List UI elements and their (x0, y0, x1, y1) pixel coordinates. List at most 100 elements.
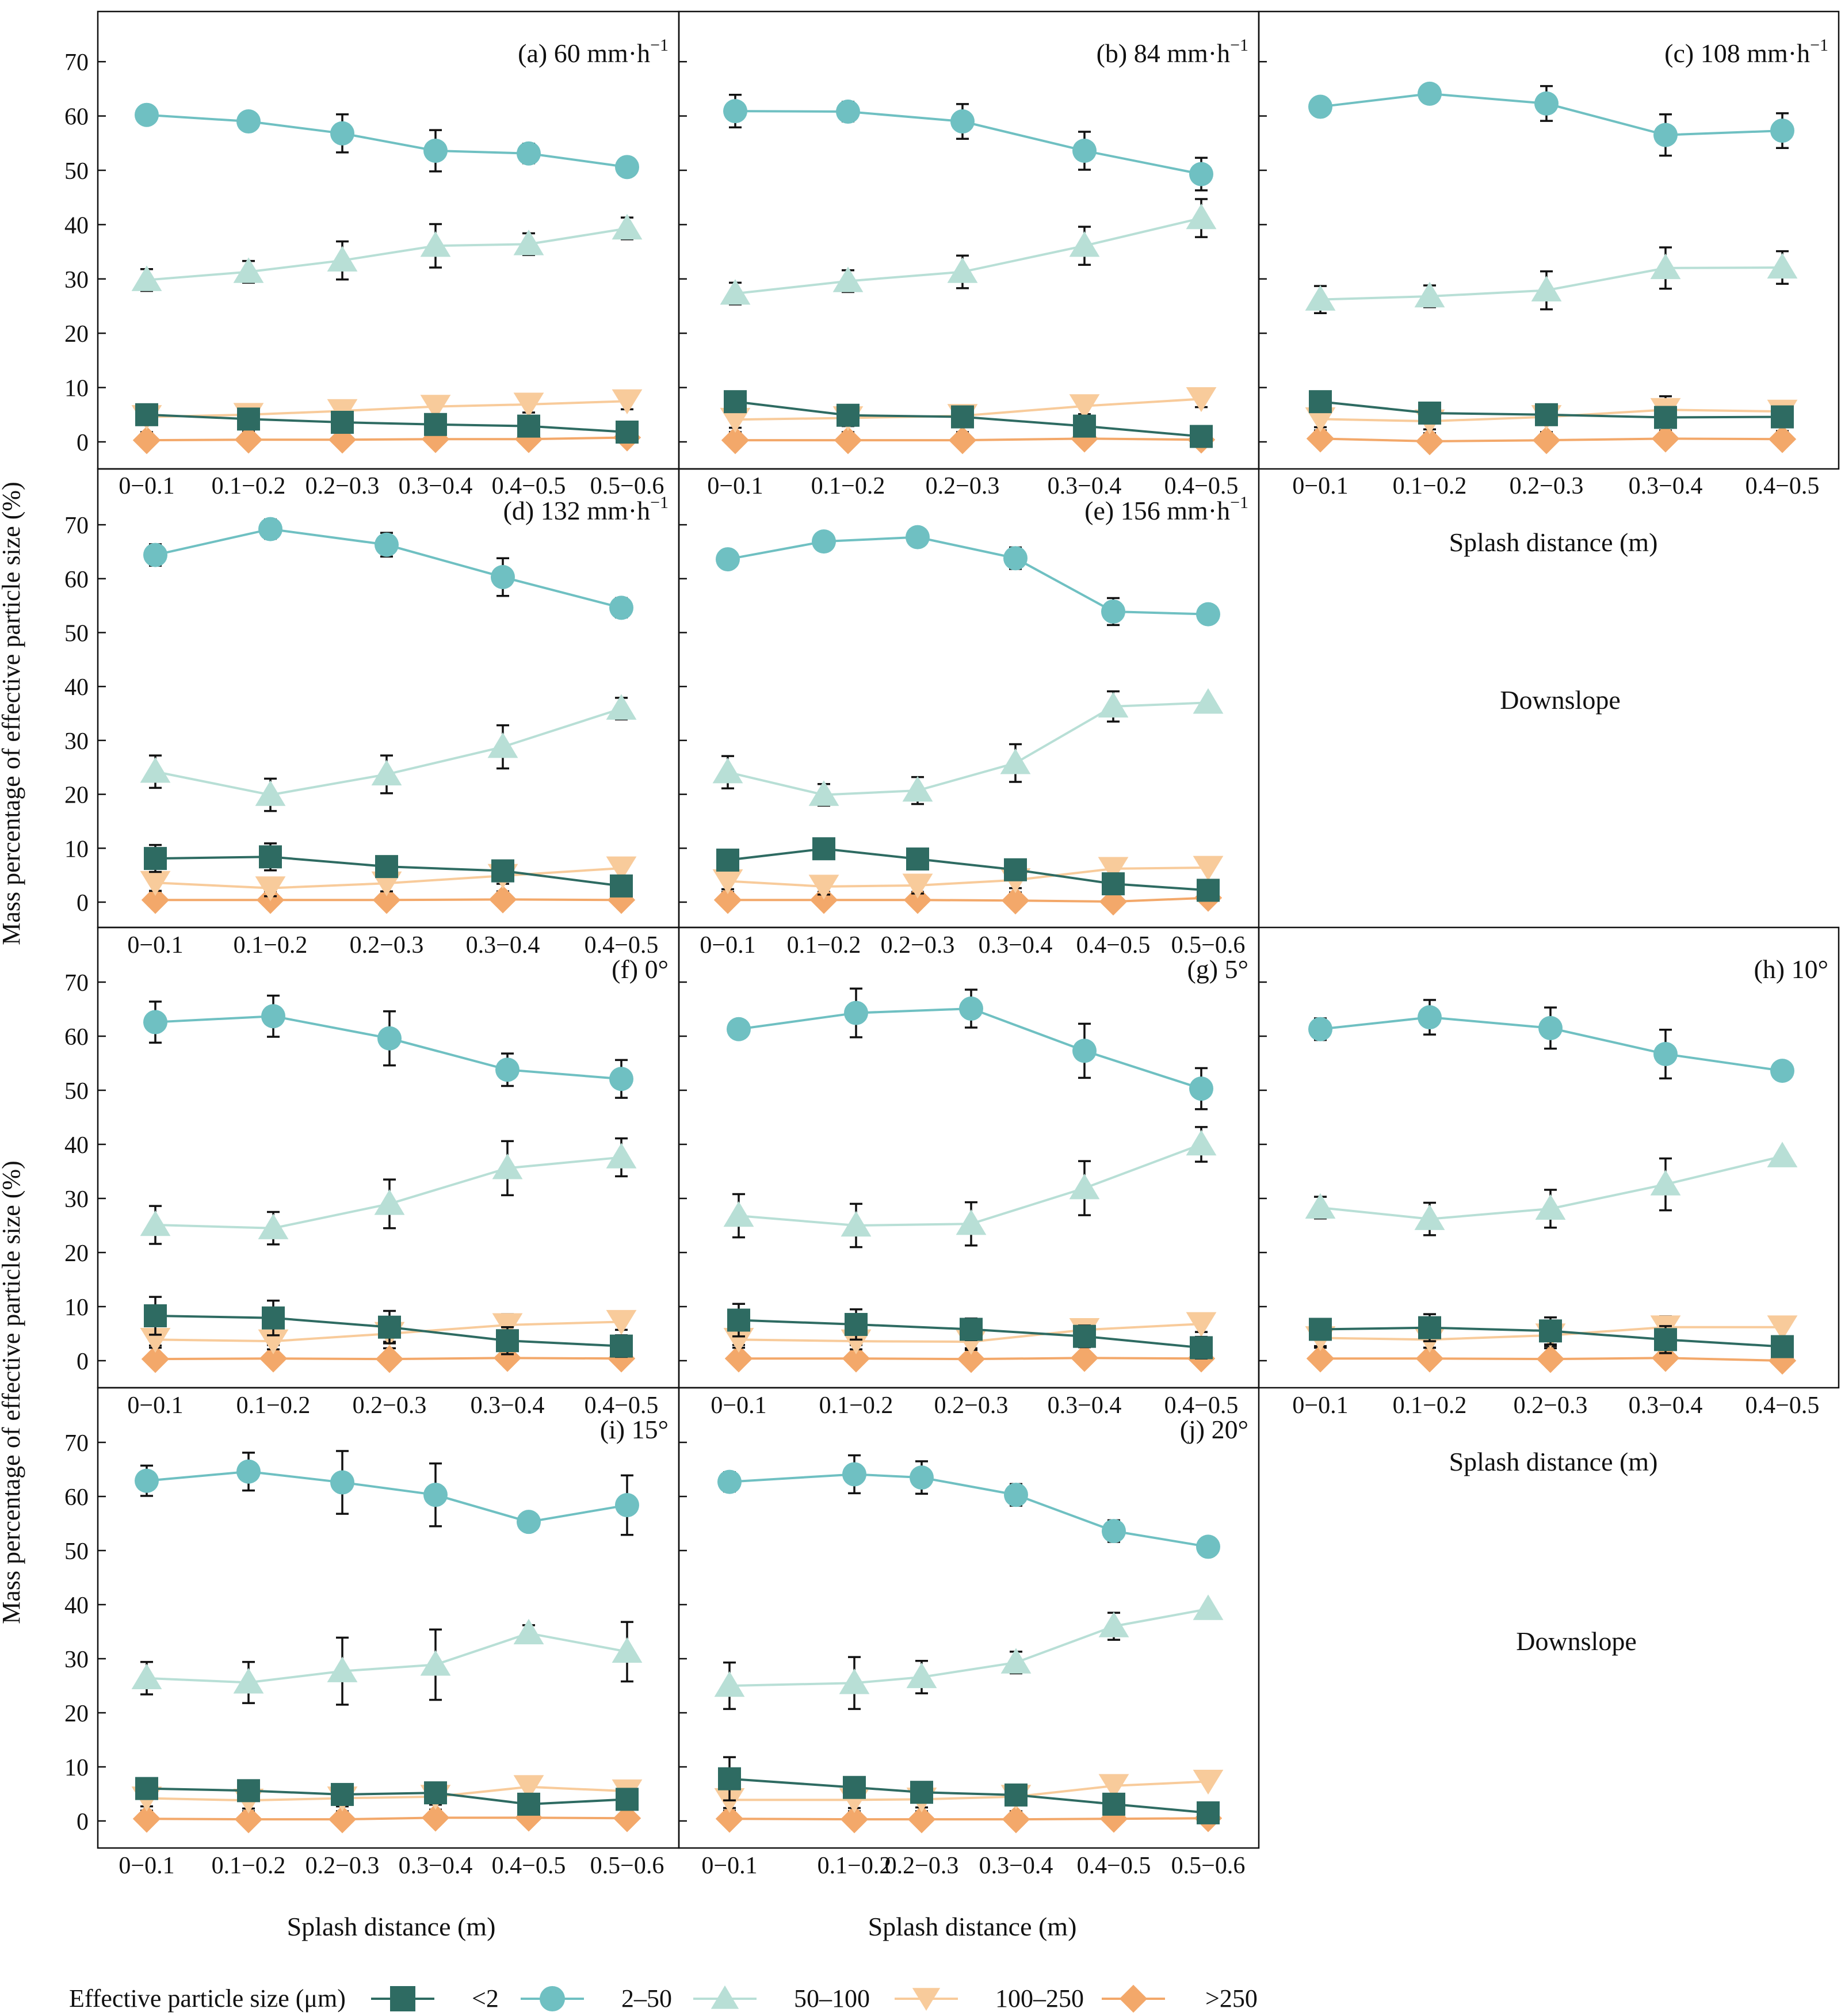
series-line (146, 1785, 628, 1802)
data-point (837, 403, 860, 427)
data-point (1102, 1519, 1126, 1544)
data-point (491, 859, 514, 883)
data-point (371, 759, 402, 786)
data-point (610, 1334, 633, 1358)
series-gt250-c (1306, 425, 1797, 456)
x-tick-label: 0.2−0.3 (305, 1853, 380, 1879)
data-point (1073, 1324, 1096, 1348)
x-tick-label: 0.2−0.3 (926, 473, 1000, 499)
data-point (1002, 1805, 1030, 1834)
data-point (491, 564, 515, 589)
legend-label: >250 (1205, 1984, 1258, 2013)
data-point (1305, 407, 1336, 433)
data-point (1101, 599, 1125, 624)
data-point (1536, 1345, 1565, 1373)
series-r50_100-g (723, 1126, 1217, 1248)
y-tick-label: 40 (64, 1132, 89, 1159)
data-point (1770, 119, 1794, 143)
data-point (910, 1465, 934, 1490)
x-tick-label: 0.1−0.2 (236, 1392, 311, 1419)
data-point (424, 1781, 447, 1805)
x-tick-label: 0.4−0.5 (1745, 473, 1820, 499)
data-point (143, 1010, 167, 1034)
data-point (906, 847, 929, 871)
data-point (144, 847, 167, 870)
x-tick-label: 0−0.1 (127, 932, 183, 959)
data-point (1415, 427, 1444, 456)
data-point (517, 414, 540, 438)
data-point (1418, 81, 1442, 106)
data-point (1771, 1335, 1794, 1358)
x-tick-label: 0.3−0.4 (1048, 1392, 1122, 1419)
legend-label: 2–50 (621, 1984, 672, 2013)
panel-label-j: (j) 20° (1180, 1415, 1248, 1444)
data-point (1768, 425, 1797, 453)
data-point (715, 1805, 744, 1833)
data-point (423, 139, 448, 163)
data-point (839, 1668, 870, 1694)
series-r50_100-b (720, 198, 1217, 306)
data-point (1196, 1534, 1220, 1559)
data-point (902, 873, 933, 899)
legend-label: 100–250 (995, 1984, 1084, 2013)
data-point (713, 886, 742, 914)
y-tick-label: 60 (64, 567, 89, 593)
data-point (843, 1776, 866, 1799)
series-lt2-d (144, 842, 633, 898)
data-point (724, 390, 747, 414)
downslope-note-bottom: Downslope (1516, 1626, 1637, 1656)
data-point (718, 1767, 741, 1790)
data-point (1193, 688, 1224, 714)
y-tick-label: 20 (64, 1701, 89, 1727)
data-point (233, 257, 264, 283)
series-line (146, 400, 628, 418)
data-point (609, 1067, 633, 1091)
data-point (948, 426, 977, 455)
data-point (1098, 1774, 1129, 1799)
panel-frame-a (97, 10, 680, 470)
series-lt2-h (1309, 1313, 1794, 1358)
data-point (492, 1313, 523, 1338)
y-tick-label: 40 (64, 674, 89, 701)
series-lt2-a (135, 403, 639, 444)
data-point (1771, 405, 1794, 429)
data-point (236, 109, 261, 134)
series-lt2-i (135, 1777, 639, 1816)
data-point (1414, 281, 1445, 308)
data-point (840, 1805, 869, 1834)
data-point (1532, 426, 1561, 455)
data-point (327, 1656, 358, 1682)
data-point (1306, 1345, 1335, 1373)
data-point (517, 1510, 541, 1534)
data-point (1098, 692, 1129, 718)
data-point (1309, 390, 1332, 414)
x-tick-label: 0.1−0.2 (212, 473, 286, 499)
data-point (420, 231, 451, 257)
series-line (146, 1787, 628, 1805)
series-line (727, 866, 1209, 888)
series-line (146, 1816, 628, 1821)
data-point (1003, 546, 1028, 571)
data-point (488, 885, 517, 914)
x-tick-label: 0.3−0.4 (1629, 473, 1703, 499)
data-point (616, 421, 639, 444)
data-point (135, 1777, 158, 1800)
series-r2_50-f (143, 994, 633, 1099)
data-point (716, 547, 740, 572)
data-point (255, 876, 286, 902)
series-r2_50-c (1308, 81, 1794, 157)
x-tick-label: 0.4−0.5 (585, 1392, 659, 1419)
panel-frame-i (97, 1387, 680, 1849)
data-point (331, 1782, 354, 1806)
data-point (135, 403, 158, 426)
data-point (513, 392, 544, 418)
data-point (612, 213, 643, 240)
x-tick-label: 0.5−0.6 (590, 473, 664, 499)
data-point (132, 1805, 161, 1833)
series-line (729, 1608, 1209, 1687)
data-point (613, 1804, 641, 1832)
y-tick-label: 0 (77, 430, 89, 456)
data-point (606, 694, 637, 720)
legend-title: Effective particle size (μm) (69, 1984, 346, 2013)
data-point (959, 996, 983, 1021)
